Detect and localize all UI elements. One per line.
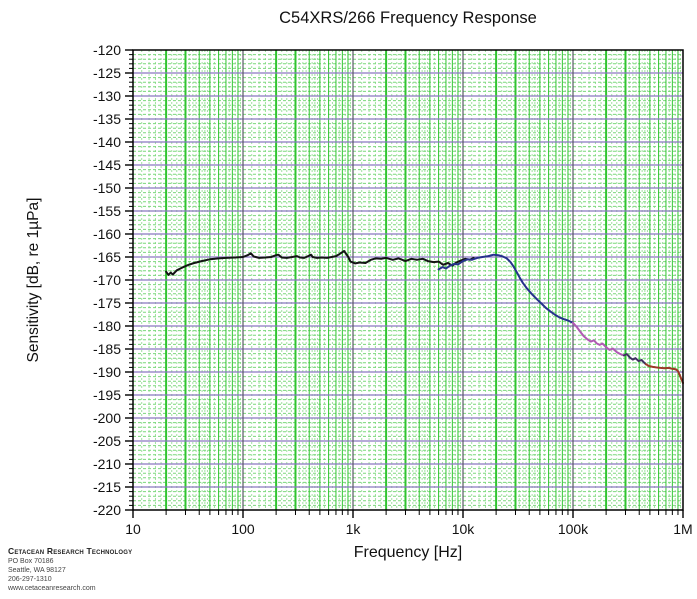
company-website: www.cetaceanresearch.com <box>8 585 96 592</box>
svg-text:-130: -130 <box>93 88 121 104</box>
curve-low-frequency-sweep <box>165 250 475 276</box>
svg-text:-185: -185 <box>93 341 121 357</box>
company-phone: 206-297-1310 <box>8 576 52 583</box>
svg-text:-210: -210 <box>93 456 121 472</box>
svg-text:-170: -170 <box>93 272 121 288</box>
axis-ticks <box>125 49 684 518</box>
svg-text:-195: -195 <box>93 387 121 403</box>
svg-text:-190: -190 <box>93 364 121 380</box>
svg-text:-140: -140 <box>93 134 121 150</box>
x-axis-label: Frequency [Hz] <box>354 544 462 561</box>
svg-text:-160: -160 <box>93 226 121 242</box>
svg-text:100k: 100k <box>558 521 589 537</box>
svg-text:-180: -180 <box>93 318 121 334</box>
y-axis-label: Sensitivity [dB, re 1µPa] <box>25 198 42 363</box>
svg-text:-125: -125 <box>93 65 121 81</box>
svg-text:1M: 1M <box>673 521 692 537</box>
svg-text:-155: -155 <box>93 203 121 219</box>
svg-text:-205: -205 <box>93 433 121 449</box>
company-name: Cetacean Research Technology <box>8 546 133 556</box>
x-axis-tick-labels: 10 100 1k 10k 100k 1M <box>125 521 693 537</box>
response-curves <box>165 250 684 384</box>
svg-text:-215: -215 <box>93 479 121 495</box>
company-city: Seattle, WA 98127 <box>8 567 66 574</box>
svg-text:-175: -175 <box>93 295 121 311</box>
svg-text:-135: -135 <box>93 111 121 127</box>
curve-mid-frequency-sweep <box>437 253 574 324</box>
svg-text:100: 100 <box>231 521 255 537</box>
decade-gridlines <box>242 50 574 510</box>
curve-high-frequency-sweep-magenta <box>572 321 625 357</box>
svg-text:-150: -150 <box>93 180 121 196</box>
svg-text:1k: 1k <box>346 521 362 537</box>
curve-very-high-frequency-sweep-red <box>644 363 684 384</box>
svg-text:-145: -145 <box>93 157 121 173</box>
svg-text:-220: -220 <box>93 502 121 518</box>
svg-text:-165: -165 <box>93 249 121 265</box>
chart-title: C54XRS/266 Frequency Response <box>279 9 537 27</box>
major-gridlines <box>133 72 683 488</box>
y-axis-tick-labels: -120 -125 -130 -135 -140 -145 -150 -155 -160 -165… <box>93 42 121 518</box>
curve-high-frequency-sweep-dark <box>622 353 647 366</box>
company-po-box: PO Box 70186 <box>8 558 54 565</box>
svg-text:-120: -120 <box>93 42 121 58</box>
svg-text:-200: -200 <box>93 410 121 426</box>
company-info-block: Cetacean Research Technology PO Box 7018… <box>8 546 132 593</box>
svg-text:10k: 10k <box>452 521 476 537</box>
svg-text:10: 10 <box>125 521 141 537</box>
